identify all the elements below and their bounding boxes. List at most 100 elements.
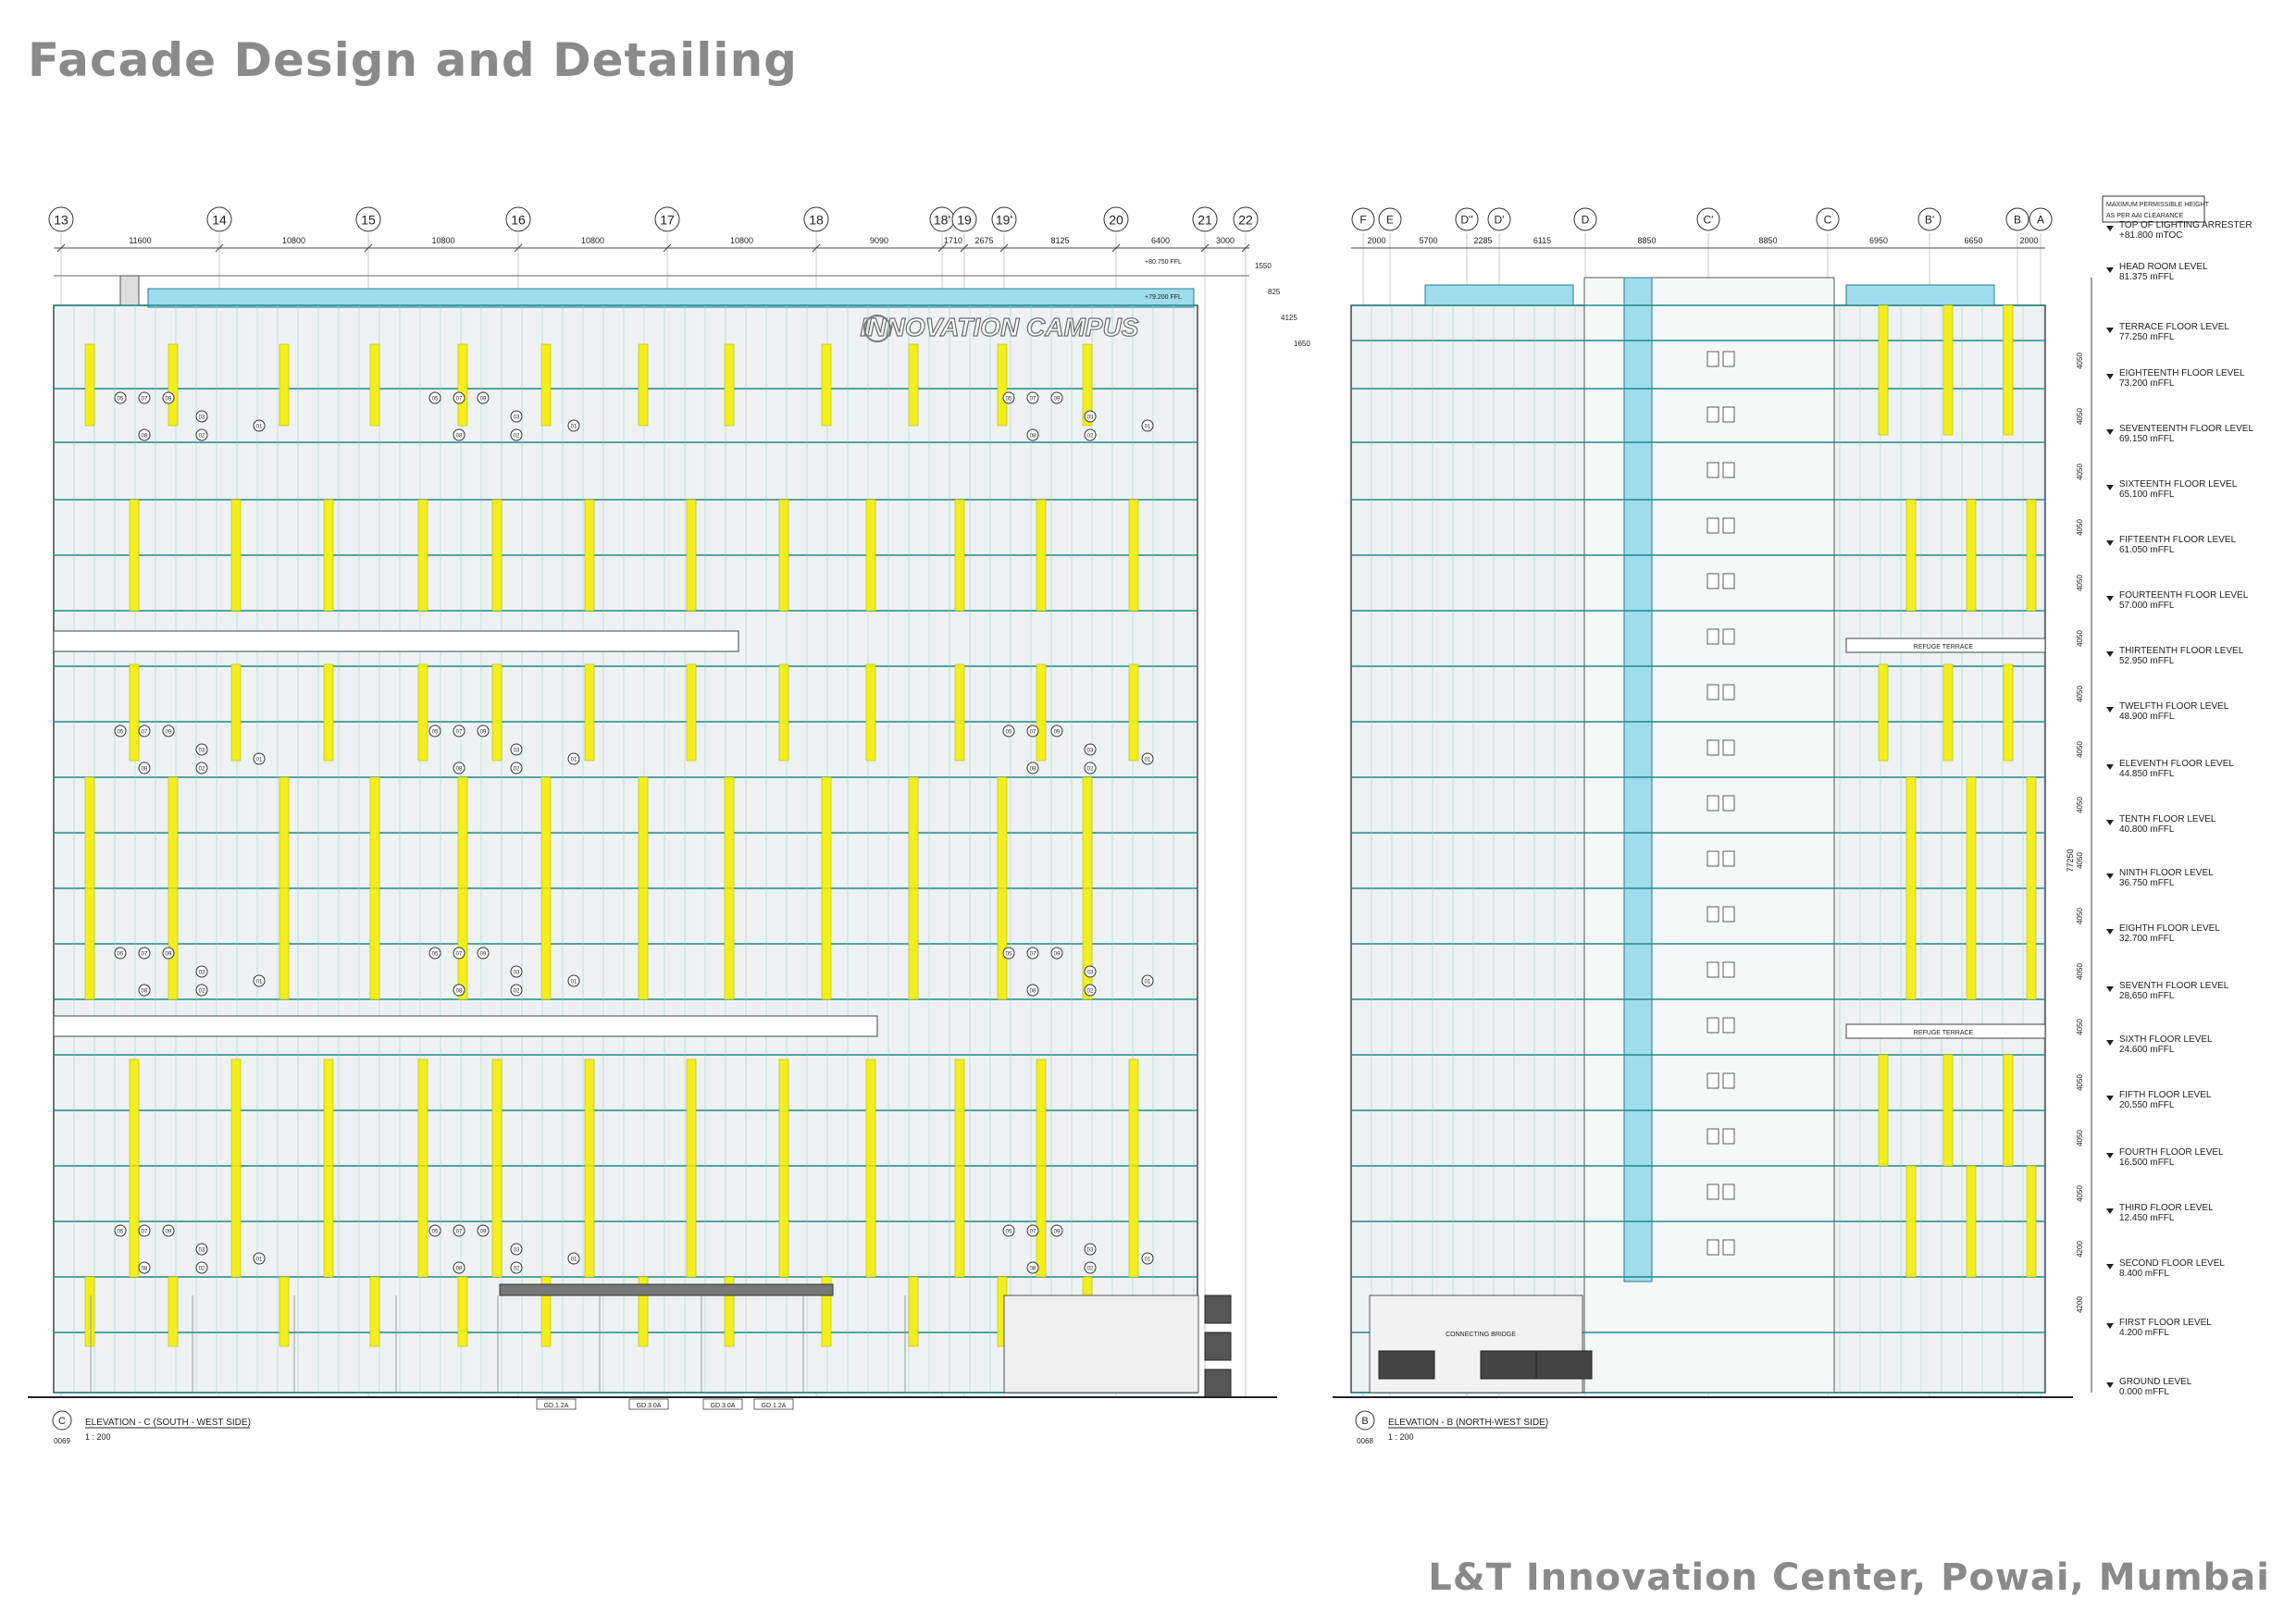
yellow-fin	[1036, 663, 1047, 762]
tag-bubble	[1084, 410, 1097, 423]
tag-bubble-label: 09	[480, 1229, 487, 1234]
tag-bubble-label: 03	[199, 415, 205, 420]
core-window	[1722, 739, 1735, 756]
grid-bubble	[1487, 207, 1511, 231]
core-window	[1706, 351, 1719, 367]
tag-bubble	[162, 391, 175, 404]
louver	[1204, 1295, 1232, 1324]
connecting-bridge-label: CONNECTING BRIDGE	[1446, 1332, 1516, 1338]
core-window	[1722, 628, 1735, 645]
tag-bubble-label: 08	[142, 433, 148, 439]
view-title: ELEVATION - B (NORTH-WEST SIDE)	[1388, 1418, 1548, 1428]
yellow-fin	[908, 776, 919, 889]
level-name: TWELFTH FLOOR LEVEL	[2119, 701, 2229, 712]
right-dim-text: 4125	[1281, 314, 1297, 322]
rooftop-glazing	[1845, 284, 1995, 306]
yellow-fin	[821, 343, 832, 427]
tag-bubble	[477, 391, 490, 404]
service-block	[1003, 1295, 1199, 1394]
tag-bubble	[1026, 1261, 1039, 1274]
level-arrow	[2106, 374, 2114, 379]
tag-bubble-label: 01	[1145, 757, 1151, 762]
tag-bubble	[162, 725, 175, 737]
view-scale: 1 : 200	[1388, 1432, 1414, 1442]
dimension-tick	[937, 243, 947, 253]
innovation-campus-signage: INNOVATION CAMPUS	[861, 313, 1139, 341]
tag-bubble	[195, 743, 208, 756]
tag-bubble	[195, 984, 208, 997]
yellow-fin	[168, 887, 179, 1000]
tag-bubble-label: 03	[1087, 970, 1094, 975]
tag-bubble-label: 02	[199, 1266, 205, 1271]
tag-bubble-label: 05	[1006, 1229, 1012, 1234]
core-window	[1722, 406, 1735, 423]
level-arrow	[2106, 1382, 2114, 1388]
view-number-bubble	[52, 1410, 72, 1431]
yellow-fin	[954, 1059, 965, 1167]
tag-bubble	[138, 428, 151, 441]
core-window	[1722, 1239, 1735, 1256]
yellow-fin	[908, 887, 919, 1000]
top-level-text: +79.200 FFL	[1145, 294, 1182, 301]
level-arrow	[2106, 226, 2114, 231]
yellow-fin	[230, 499, 242, 612]
yellow-fin	[1036, 499, 1047, 612]
grid-bubble-label: 16	[511, 212, 526, 227]
tag-bubble	[1084, 965, 1097, 978]
core-window	[1722, 961, 1735, 978]
tag-bubble-label: 03	[514, 748, 520, 753]
sheet-ref: 0069	[54, 1437, 70, 1445]
level-value: 44.850 mFFL	[2119, 769, 2175, 779]
tag-bubble-label: 09	[166, 1229, 172, 1234]
level-value: 69.150 mFFL	[2119, 434, 2175, 444]
tag-bubble-label: 01	[571, 424, 577, 429]
tag-bubble-label: 02	[1087, 433, 1094, 439]
yellow-fin	[2026, 499, 2037, 612]
yellow-fin	[2003, 1054, 2014, 1167]
grid-bubble-label: 15	[361, 212, 376, 227]
dimension-text: 6650	[1964, 236, 1982, 245]
yellow-fin	[2026, 1165, 2037, 1278]
yellow-fin	[279, 776, 290, 889]
tag-bubble-label: 03	[1087, 1247, 1094, 1253]
tag-bubble	[453, 428, 465, 441]
view-number-bubble	[1355, 1410, 1375, 1431]
tag-bubble	[114, 1224, 127, 1237]
tag-bubble	[453, 1224, 465, 1237]
tag-bubble-label: 07	[1030, 1229, 1036, 1234]
level-value: 57.000 mFFL	[2119, 601, 2175, 611]
tag-bubble-label: 09	[480, 729, 487, 735]
tag-bubble-label: 07	[1030, 729, 1036, 735]
tag-bubble-label: 03	[199, 970, 205, 975]
dimension-text: 2000	[1367, 236, 1385, 245]
tag-bubble-label: 07	[142, 1229, 148, 1234]
grid-bubble	[1351, 207, 1375, 231]
tag-bubble	[453, 725, 465, 737]
tag-bubble	[138, 391, 151, 404]
yellow-fin	[369, 343, 380, 427]
level-arrow	[2106, 651, 2114, 657]
tag-bubble	[1141, 419, 1154, 432]
dimension-text: 10800	[282, 236, 305, 245]
tag-bubble	[195, 410, 208, 423]
tag-bubble	[1002, 391, 1015, 404]
right-dim-text: 1650	[1294, 340, 1310, 348]
tag-bubble-label: 08	[142, 766, 148, 772]
yellow-fin	[865, 1059, 876, 1167]
door-tag	[702, 1398, 743, 1410]
tag-bubble	[1141, 974, 1154, 987]
yellow-fin	[491, 663, 503, 762]
level-arrow	[2106, 1264, 2114, 1270]
tag-bubble-label: 05	[118, 396, 124, 402]
level-value: 52.950 mFFL	[2119, 656, 2175, 666]
roof-structure	[119, 275, 140, 306]
yellow-fin	[129, 663, 140, 762]
level-arrow	[2106, 429, 2114, 435]
tag-bubble-label: 02	[1087, 766, 1094, 772]
yellow-fin	[2003, 663, 2014, 762]
grid-bubble	[991, 206, 1017, 232]
yellow-fin	[491, 1059, 503, 1167]
yellow-fin	[540, 776, 552, 889]
level-value: 32.700 mFFL	[2119, 934, 2175, 944]
level-name: TENTH FLOOR LEVEL	[2119, 814, 2216, 824]
